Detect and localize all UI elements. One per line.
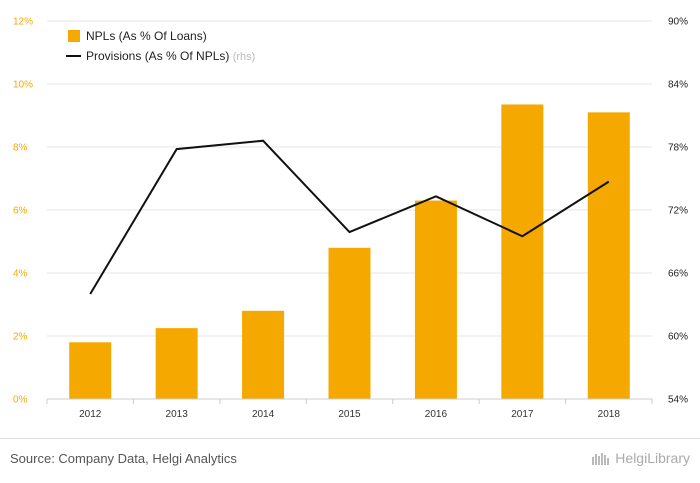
y-right-tick-label: 60% (668, 332, 688, 343)
x-tick-label: 2017 (511, 409, 534, 420)
line-series (89, 139, 610, 295)
y-right-tick-label: 54% (668, 395, 688, 406)
legend-label-npls: NPLs (As % Of Loans) (86, 29, 207, 43)
bar (328, 247, 371, 399)
legend: NPLs (As % Of Loans) Provisions (As % Of … (66, 29, 255, 63)
bar (414, 200, 457, 399)
y-right-tick-label: 72% (668, 206, 688, 217)
brand-logo[interactable]: HelgiLibrary (591, 450, 690, 466)
x-tick-label: 2013 (166, 409, 189, 420)
bar-series (69, 104, 630, 399)
y-right-tick-label: 84% (668, 80, 688, 91)
x-tick-label: 2012 (79, 409, 102, 420)
footer-divider (0, 438, 700, 439)
bar (242, 310, 285, 399)
combo-chart: 0% 2% 4% 6% 8% 10% 12% 54% 60% 66% 72% 78% 84% 90% 201… (13, 17, 688, 421)
y-left-tick-label: 4% (13, 269, 28, 280)
y-right-tick-label: 90% (668, 17, 688, 28)
gridlines (47, 20, 652, 337)
bar (155, 328, 198, 399)
x-tick-label: 2015 (338, 409, 361, 420)
legend-rhs-note: (rhs) (233, 51, 256, 63)
y-right-tick-label: 78% (668, 143, 688, 154)
y-left-tick-label: 12% (13, 17, 33, 28)
legend-swatch-bar (68, 30, 80, 42)
source-note: Source: Company Data, Helgi Analytics (10, 451, 237, 466)
y-left-tick-label: 6% (13, 206, 28, 217)
library-icon (592, 453, 610, 465)
y-left-tick-label: 0% (13, 395, 28, 406)
x-tick-label: 2018 (598, 409, 621, 420)
x-tick-label: 2016 (425, 409, 448, 420)
brand-name: HelgiLibrary (615, 450, 690, 466)
axes: 0% 2% 4% 6% 8% 10% 12% 54% 60% 66% 72% 78% 84% 90% 201… (13, 17, 688, 421)
y-left-tick-label: 10% (13, 80, 33, 91)
bar (69, 342, 112, 399)
bar (501, 104, 544, 399)
bar (587, 112, 630, 399)
provisions-line (89, 139, 610, 295)
legend-label-provisions: Provisions (As % Of NPLs) (rhs) (86, 49, 255, 63)
y-right-tick-label: 66% (668, 269, 688, 280)
x-tick-label: 2014 (252, 409, 275, 420)
y-left-tick-label: 8% (13, 143, 28, 154)
y-left-tick-label: 2% (13, 332, 28, 343)
